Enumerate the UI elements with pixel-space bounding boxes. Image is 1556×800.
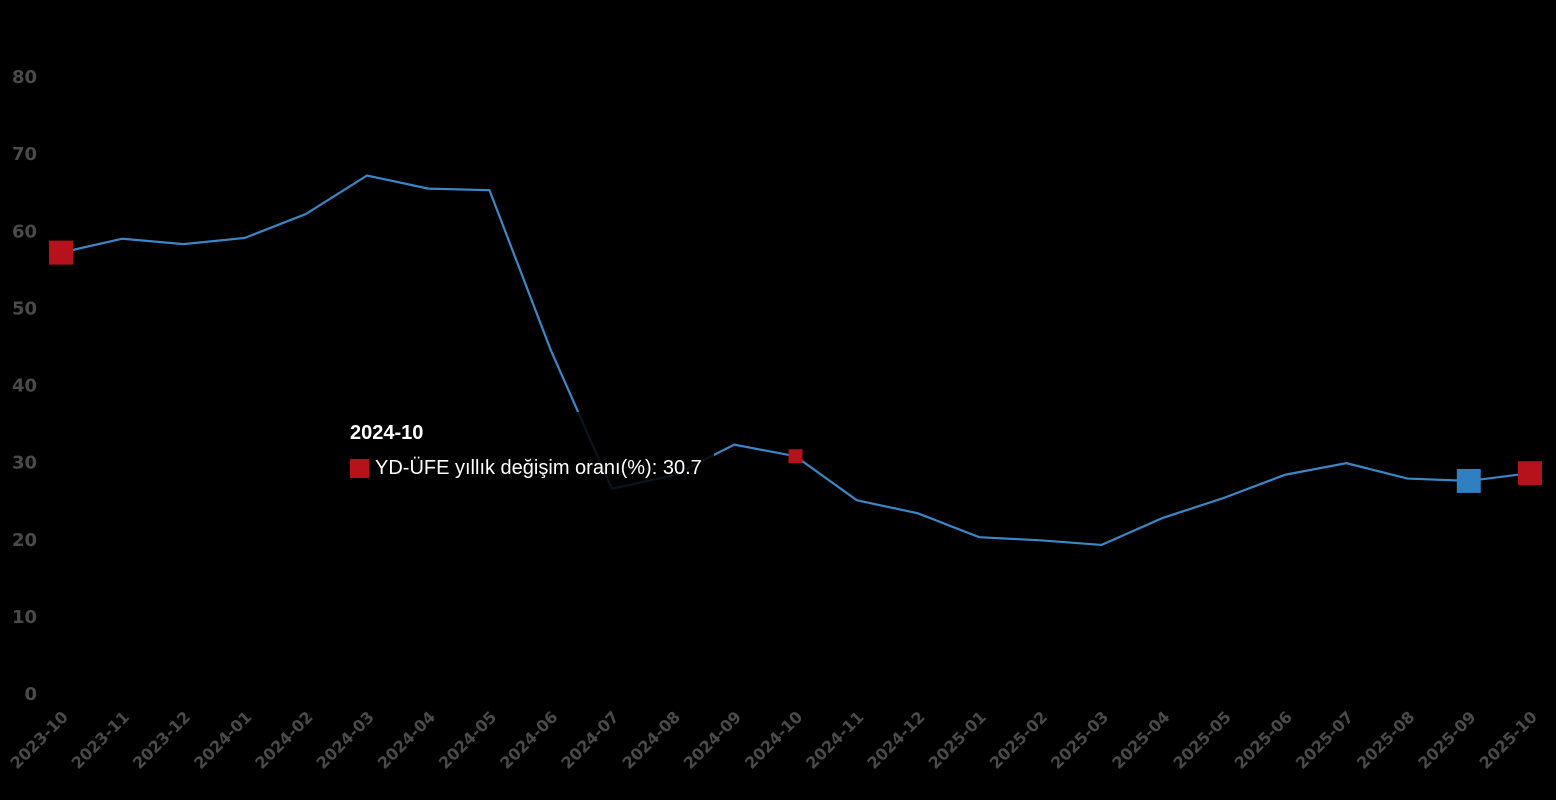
y-tick-label: 70: [12, 144, 37, 165]
tooltip-row: YD-ÜFE yıllık değişim oranı(%): 30.7: [350, 457, 702, 480]
x-tick-label: 2025-03: [1047, 707, 1112, 772]
x-tick-label: 2024-10: [741, 707, 806, 772]
series-lines: [60, 174, 1531, 547]
y-tick-label: 30: [12, 453, 37, 474]
x-tick-label: 2024-01: [190, 707, 255, 772]
x-tick-label: 2024-03: [313, 707, 378, 772]
tooltip-title: 2024-10: [350, 422, 424, 444]
x-tick-label: 2025-05: [1169, 707, 1234, 772]
data-point-marker[interactable]: [1456, 468, 1481, 493]
tooltip: 2024-10 YD-ÜFE yıllık değişim oranı(%): …: [338, 412, 714, 490]
data-point-marker[interactable]: [49, 240, 73, 265]
y-tick-label: 20: [12, 530, 37, 551]
tooltip-value: YD-ÜFE yıllık değişim oranı(%): 30.7: [375, 457, 702, 479]
series-markers: [49, 240, 1542, 493]
x-tick-label: 2023-12: [129, 707, 194, 772]
x-tick-label: 2025-02: [986, 707, 1051, 772]
y-tick-label: 50: [12, 298, 37, 319]
data-point-marker[interactable]: [1518, 461, 1542, 486]
data-point-marker[interactable]: [788, 449, 803, 464]
x-tick-label: 2024-04: [374, 707, 439, 772]
y-tick-label: 80: [12, 67, 37, 88]
y-tick-label: 60: [12, 221, 37, 242]
x-tick-label: 2025-10: [1475, 707, 1540, 772]
series-line: [60, 174, 1531, 547]
x-tick-label: 2025-04: [1108, 707, 1173, 772]
x-tick-label: 2025-08: [1353, 707, 1418, 772]
x-tick-label: 2024-08: [619, 707, 684, 772]
y-tick-label: 10: [12, 607, 37, 628]
x-tick-label: 2023-10: [6, 707, 71, 772]
x-tick-label: 2023-11: [68, 707, 133, 772]
y-tick-label: 0: [24, 684, 37, 705]
x-axis: 2023-102023-112023-122024-012024-022024-…: [6, 707, 1540, 772]
x-tick-label: 2024-07: [557, 707, 622, 772]
x-tick-label: 2024-12: [863, 707, 928, 772]
x-tick-label: 2025-06: [1231, 707, 1296, 772]
x-tick-label: 2024-02: [251, 707, 316, 772]
x-tick-label: 2024-09: [680, 707, 745, 772]
y-tick-label: 40: [12, 376, 37, 397]
x-tick-label: 2025-09: [1414, 707, 1479, 772]
y-axis: 0 10 20 30 40 50 60 70 80: [12, 67, 37, 705]
x-tick-label: 2024-11: [802, 707, 867, 772]
x-tick-label: 2025-01: [925, 707, 990, 772]
x-tick-label: 2024-05: [435, 707, 500, 772]
series-swatch-icon: [350, 459, 369, 478]
x-tick-label: 2025-07: [1292, 707, 1357, 772]
x-tick-label: 2024-06: [496, 707, 561, 772]
